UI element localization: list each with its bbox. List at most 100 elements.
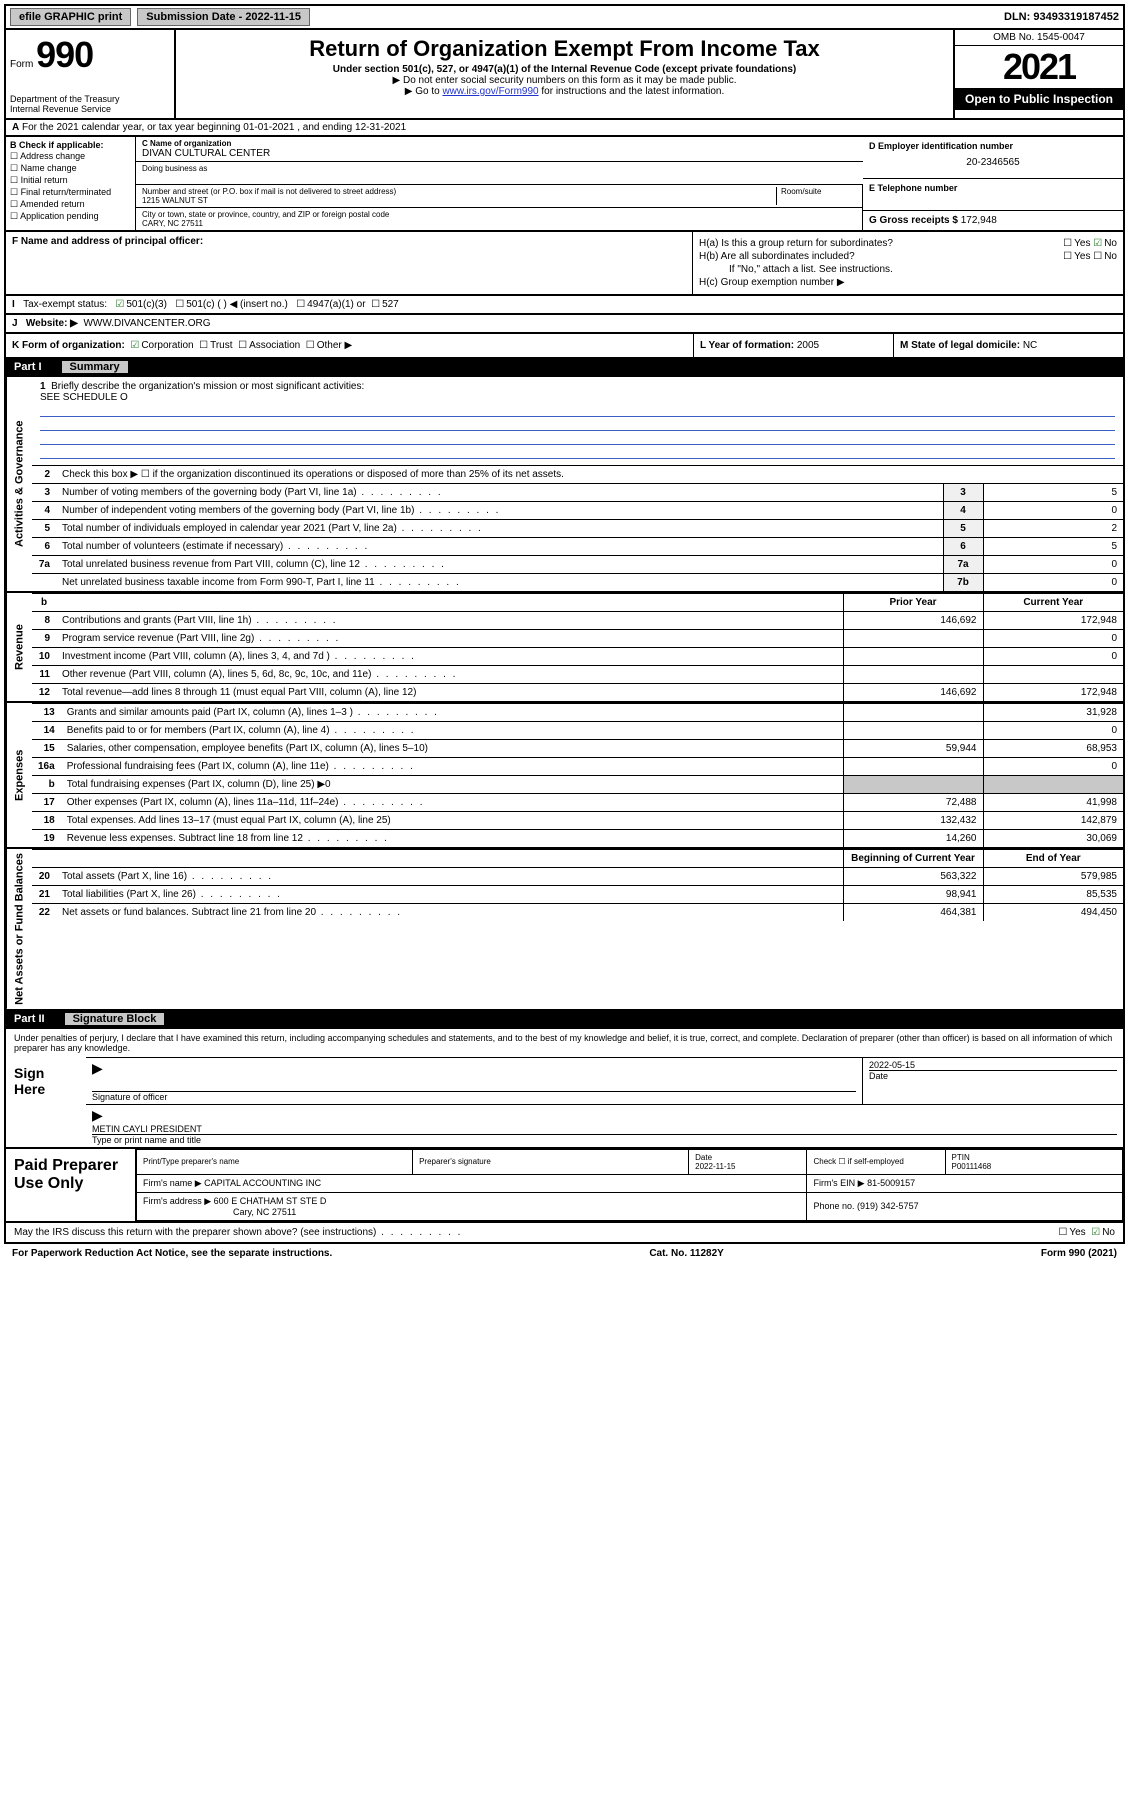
- section-expenses: Expenses 13Grants and similar amounts pa…: [4, 703, 1125, 849]
- firm-addr2: Cary, NC 27511: [143, 1207, 296, 1217]
- perjury-declaration: Under penalties of perjury, I declare th…: [6, 1029, 1123, 1057]
- chk-name-change[interactable]: Name change: [10, 163, 131, 174]
- mission-label: Briefly describe the organization's miss…: [51, 381, 364, 392]
- discuss-yes[interactable]: Yes: [1058, 1227, 1085, 1238]
- chk-527[interactable]: 527: [371, 299, 399, 310]
- row-klm: K Form of organization: Corporation Trus…: [4, 334, 1125, 359]
- table-row: 14Benefits paid to or for members (Part …: [32, 722, 1123, 740]
- col-de: D Employer identification number 20-2346…: [863, 137, 1123, 230]
- ein-label: D Employer identification number: [869, 141, 1117, 151]
- table-row: Firm's name ▶ CAPITAL ACCOUNTING INC Fir…: [137, 1174, 1123, 1192]
- street-value: 1215 WALNUT ST: [142, 196, 776, 205]
- submission-date-button[interactable]: Submission Date - 2022-11-15: [137, 8, 310, 26]
- paid-preparer-block: Paid Preparer Use Only Print/Type prepar…: [4, 1149, 1125, 1223]
- table-row: 18Total expenses. Add lines 13–17 (must …: [32, 812, 1123, 830]
- chk-assoc[interactable]: Association: [238, 340, 300, 351]
- gross-receipts-value: 172,948: [961, 215, 997, 226]
- table-row: Net unrelated business taxable income fr…: [32, 574, 1123, 592]
- col-c-org: C Name of organization DIVAN CULTURAL CE…: [136, 137, 863, 230]
- chk-501c3[interactable]: 501(c)(3): [115, 299, 167, 310]
- table-row: 20Total assets (Part X, line 16)563,3225…: [32, 868, 1123, 886]
- chk-501c[interactable]: 501(c) ( ) ◀ (insert no.): [175, 299, 288, 310]
- chk-corp[interactable]: Corporation: [130, 340, 193, 351]
- hb-note: If "No," attach a list. See instructions…: [729, 264, 893, 275]
- side-net-assets: Net Assets or Fund Balances: [6, 849, 32, 1009]
- table-row: 3Number of voting members of the governi…: [32, 484, 1123, 502]
- sign-here-label: Sign Here: [6, 1057, 86, 1147]
- form-title: Return of Organization Exempt From Incom…: [184, 36, 945, 62]
- state-domicile: NC: [1023, 340, 1037, 351]
- table-row: 4Number of independent voting members of…: [32, 502, 1123, 520]
- ssn-note: Do not enter social security numbers on …: [184, 75, 945, 86]
- table-row: 2Check this box ▶ ☐ if the organization …: [32, 466, 1123, 484]
- hb-no[interactable]: No: [1093, 251, 1117, 262]
- chk-address-change[interactable]: Address change: [10, 151, 131, 162]
- chk-amended[interactable]: Amended return: [10, 199, 131, 210]
- revenue-table: bPrior YearCurrent Year 8Contributions a…: [32, 593, 1123, 701]
- pra-notice: For Paperwork Reduction Act Notice, see …: [12, 1248, 332, 1259]
- expenses-table: 13Grants and similar amounts paid (Part …: [32, 703, 1123, 847]
- section-governance: Activities & Governance 1 Briefly descri…: [4, 377, 1125, 593]
- hc-label: H(c) Group exemption number ▶: [699, 277, 845, 288]
- table-row: Firm's address ▶ 600 E CHATHAM ST STE D …: [137, 1192, 1123, 1220]
- table-row: Print/Type preparer's name Preparer's si…: [137, 1149, 1123, 1174]
- org-name: DIVAN CULTURAL CENTER: [142, 148, 857, 159]
- ha-no[interactable]: No: [1093, 238, 1117, 249]
- page-footer: For Paperwork Reduction Act Notice, see …: [4, 1244, 1125, 1263]
- table-row: 15Salaries, other compensation, employee…: [32, 740, 1123, 758]
- paid-preparer-label: Paid Preparer Use Only: [6, 1149, 136, 1221]
- officer-name: METIN CAYLI PRESIDENT: [92, 1124, 1117, 1134]
- form-header: Form 990 Department of the Treasury Inte…: [4, 30, 1125, 120]
- discuss-no[interactable]: No: [1091, 1227, 1115, 1238]
- gross-receipts-label: G Gross receipts $: [869, 215, 958, 226]
- signature-block: Under penalties of perjury, I declare th…: [4, 1029, 1125, 1149]
- chk-trust[interactable]: Trust: [199, 340, 232, 351]
- dba-label: Doing business as: [142, 164, 857, 173]
- ha-yes[interactable]: Yes: [1063, 238, 1090, 249]
- form-subtitle: Under section 501(c), 527, or 4947(a)(1)…: [184, 64, 945, 75]
- table-row: 19Revenue less expenses. Subtract line 1…: [32, 830, 1123, 848]
- city-value: CARY, NC 27511: [142, 219, 856, 228]
- table-row: 5Total number of individuals employed in…: [32, 520, 1123, 538]
- firm-name: CAPITAL ACCOUNTING INC: [204, 1178, 321, 1188]
- irs-discuss-row: May the IRS discuss this return with the…: [4, 1223, 1125, 1244]
- dln-label: DLN: 93493319187452: [1004, 11, 1119, 23]
- sig-officer-label: Signature of officer: [92, 1092, 167, 1102]
- table-row: 13Grants and similar amounts paid (Part …: [32, 704, 1123, 722]
- table-row: 9Program service revenue (Part VIII, lin…: [32, 630, 1123, 648]
- org-info-grid: B Check if applicable: Address change Na…: [4, 137, 1125, 232]
- row-i: I Tax-exempt status: 501(c)(3) 501(c) ( …: [4, 296, 1125, 315]
- cat-no: Cat. No. 11282Y: [649, 1248, 723, 1259]
- table-row: Beginning of Current YearEnd of Year: [32, 850, 1123, 868]
- table-row: 6Total number of volunteers (estimate if…: [32, 538, 1123, 556]
- row-a-tax-year: A For the 2021 calendar year, or tax yea…: [4, 120, 1125, 137]
- city-label: City or town, state or province, country…: [142, 210, 856, 219]
- firm-ein: 81-5009157: [867, 1178, 915, 1188]
- chk-final-return[interactable]: Final return/terminated: [10, 187, 131, 198]
- section-revenue: Revenue bPrior YearCurrent Year 8Contrib…: [4, 593, 1125, 703]
- hb-yes[interactable]: Yes: [1063, 251, 1090, 262]
- ein-value: 20-2346565: [869, 151, 1117, 174]
- chk-initial-return[interactable]: Initial return: [10, 175, 131, 186]
- form-number: 990: [36, 34, 93, 75]
- org-name-label: C Name of organization: [142, 139, 857, 148]
- tax-year: 2021: [955, 46, 1123, 88]
- dept-treasury: Department of the Treasury: [10, 94, 170, 104]
- irs-link[interactable]: www.irs.gov/Form990: [442, 86, 538, 97]
- chk-other[interactable]: Other ▶: [306, 340, 352, 351]
- row-fh: F Name and address of principal officer:…: [4, 232, 1125, 296]
- table-row: 17Other expenses (Part IX, column (A), l…: [32, 794, 1123, 812]
- table-row: 12Total revenue—add lines 8 through 11 (…: [32, 684, 1123, 702]
- table-row: 16aProfessional fundraising fees (Part I…: [32, 758, 1123, 776]
- row-j: J Website: ▶ WWW.DIVANCENTER.ORG: [4, 315, 1125, 334]
- part2-header: Part II Signature Block: [4, 1011, 1125, 1029]
- hb-label: H(b) Are all subordinates included?: [699, 251, 855, 262]
- open-public-badge: Open to Public Inspection: [955, 88, 1123, 110]
- side-revenue: Revenue: [6, 593, 32, 701]
- chk-app-pending[interactable]: Application pending: [10, 211, 131, 222]
- mission-value: SEE SCHEDULE O: [40, 392, 128, 403]
- street-label: Number and street (or P.O. box if mail i…: [142, 187, 776, 196]
- table-row: 11Other revenue (Part VIII, column (A), …: [32, 666, 1123, 684]
- efile-print-button[interactable]: efile GRAPHIC print: [10, 8, 131, 26]
- chk-4947[interactable]: 4947(a)(1) or: [296, 299, 365, 310]
